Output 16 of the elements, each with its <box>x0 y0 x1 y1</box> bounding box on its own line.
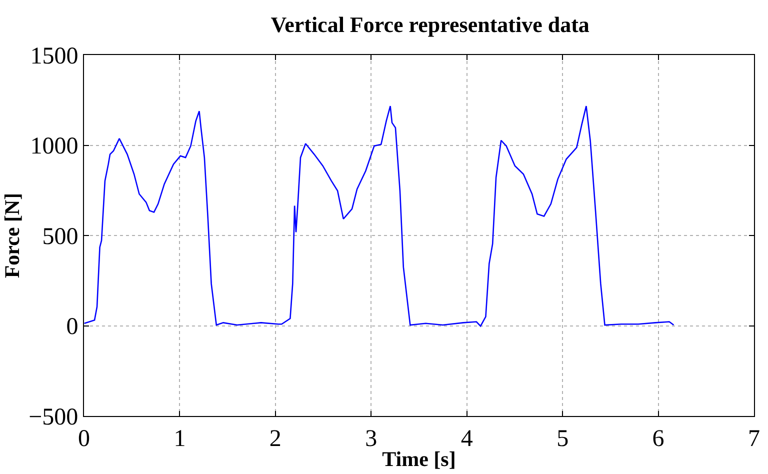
y-axis-title: Force [N] <box>0 192 24 278</box>
y-tick-label: 1000 <box>30 134 78 160</box>
y-tick-label: 0 <box>66 314 78 340</box>
x-tick-label: 4 <box>460 426 473 452</box>
x-axis-title: Time [s] <box>382 447 456 471</box>
x-tick-label: 7 <box>748 426 760 452</box>
x-tick-label: 2 <box>269 426 282 452</box>
y-tick-label: 1500 <box>30 43 78 70</box>
x-tick-label: 6 <box>652 426 664 452</box>
chart-title: Vertical Force representative data <box>270 12 590 37</box>
line-series <box>84 105 674 327</box>
y-tick-label: 500 <box>42 224 78 250</box>
y-tick-label: −500 <box>28 404 78 430</box>
x-tick-label: 5 <box>556 426 569 452</box>
x-tick-label: 3 <box>365 426 378 452</box>
x-tick-label: 1 <box>174 426 186 452</box>
